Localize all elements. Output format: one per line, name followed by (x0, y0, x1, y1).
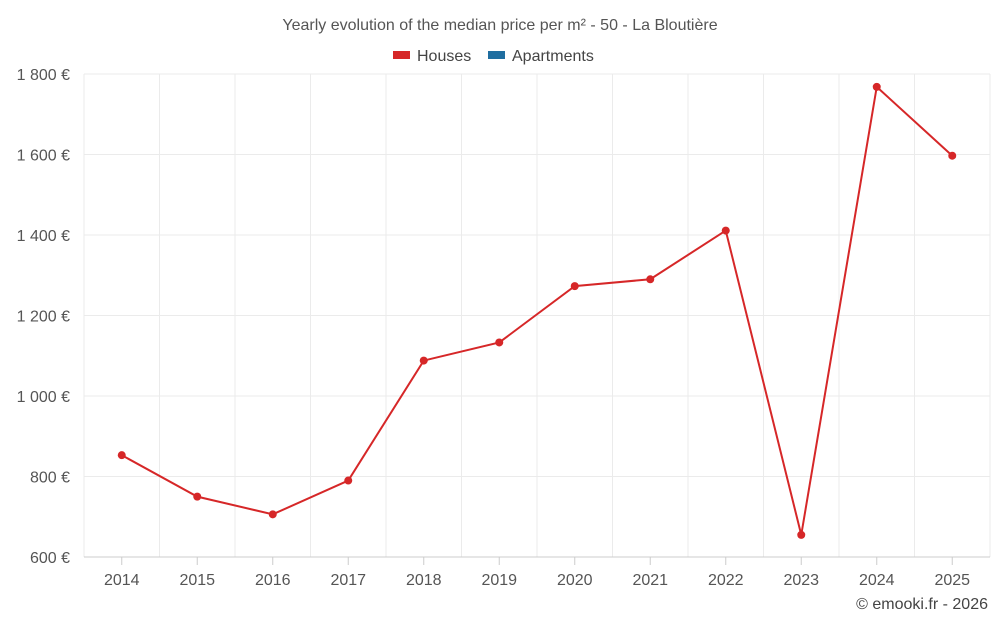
x-tick-label: 2015 (179, 572, 215, 589)
data-point-houses[interactable] (570, 282, 579, 291)
data-point-houses[interactable] (193, 492, 202, 501)
y-tick-label: 1 000 € (17, 389, 70, 406)
x-tick-label: 2024 (859, 572, 895, 589)
data-point-houses[interactable] (419, 356, 428, 365)
legend: Houses Apartments (393, 48, 594, 65)
x-tick-label: 2019 (481, 572, 517, 589)
x-tick-label: 2021 (632, 572, 668, 589)
legend-label-houses: Houses (417, 48, 471, 65)
series-layer (117, 82, 957, 539)
data-point-houses[interactable] (268, 510, 277, 519)
series-line-houses (121, 84, 953, 536)
y-axis-tick-labels: 600 € 800 € 1 000 € 1 200 € 1 400 € 1 600 € 1 … (17, 67, 70, 567)
data-point-houses[interactable] (797, 530, 806, 539)
data-point-houses[interactable] (646, 275, 655, 284)
y-tick-label: 1 800 € (17, 67, 70, 84)
x-tick-label: 2020 (557, 572, 593, 589)
data-point-houses[interactable] (117, 451, 126, 460)
y-tick-label: 1 600 € (17, 148, 70, 165)
chart-title: Yearly evolution of the median price per… (282, 17, 717, 34)
data-point-houses[interactable] (872, 82, 881, 91)
legend-swatch-houses (393, 51, 410, 59)
x-tick-label: 2023 (783, 572, 819, 589)
y-tick-label: 800 € (30, 470, 70, 487)
data-point-houses[interactable] (495, 338, 504, 347)
x-tick-label: 2014 (104, 572, 140, 589)
x-tick-label: 2025 (934, 572, 970, 589)
legend-label-apartments: Apartments (512, 48, 594, 65)
x-tick-label: 2022 (708, 572, 744, 589)
legend-item-apartments[interactable]: Apartments (488, 48, 594, 65)
data-point-houses[interactable] (721, 226, 730, 235)
legend-swatch-apartments (488, 51, 505, 59)
credit-text: © emooki.fr - 2026 (856, 596, 988, 613)
x-tick-label: 2017 (330, 572, 366, 589)
y-tick-label: 600 € (30, 550, 70, 567)
data-point-houses[interactable] (948, 151, 957, 160)
data-point-houses[interactable] (344, 476, 353, 485)
legend-item-houses[interactable]: Houses (393, 48, 471, 65)
y-tick-label: 1 200 € (17, 309, 70, 326)
x-axis-tick-labels: 2014 2015 2016 2017 2018 2019 2020 2021 2022 2023… (104, 557, 970, 589)
x-tick-label: 2018 (406, 572, 442, 589)
y-tick-label: 1 400 € (17, 228, 70, 245)
x-tick-label: 2016 (255, 572, 291, 589)
